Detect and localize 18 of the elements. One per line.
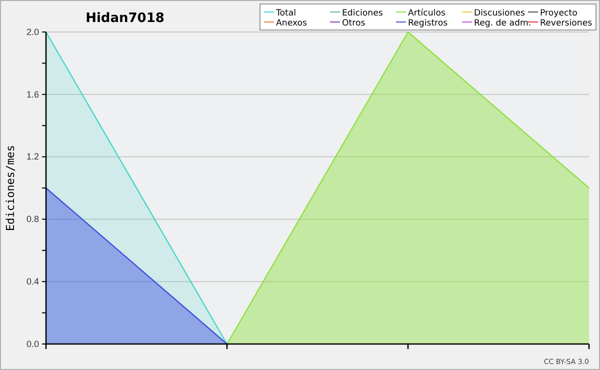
y-tick-label: 0.4 [26,276,39,286]
legend-label: Anexos [276,18,308,28]
y-axis-title: Ediciones/mes [4,144,17,232]
y-tick-label: 2.0 [26,26,39,37]
legend-label: Reg. de adm. [474,18,532,28]
legend-label: Artículos [408,8,446,18]
legend-label: Registros [408,18,448,28]
legend-label: Proyecto [540,8,578,18]
y-tick-label: 1.6 [26,89,39,100]
legend-label: Ediciones [342,8,384,18]
legend-label: Reversiones [540,18,593,28]
legend-label: Discusiones [474,8,526,18]
y-tick-label: 0.8 [26,214,39,224]
y-tick-label: 0.0 [26,338,39,349]
legend-label: Otros [342,18,366,28]
chart-title: Hidan7018 [86,11,164,26]
y-tick-label: 1.2 [26,152,39,162]
legend-label: Total [275,8,296,18]
